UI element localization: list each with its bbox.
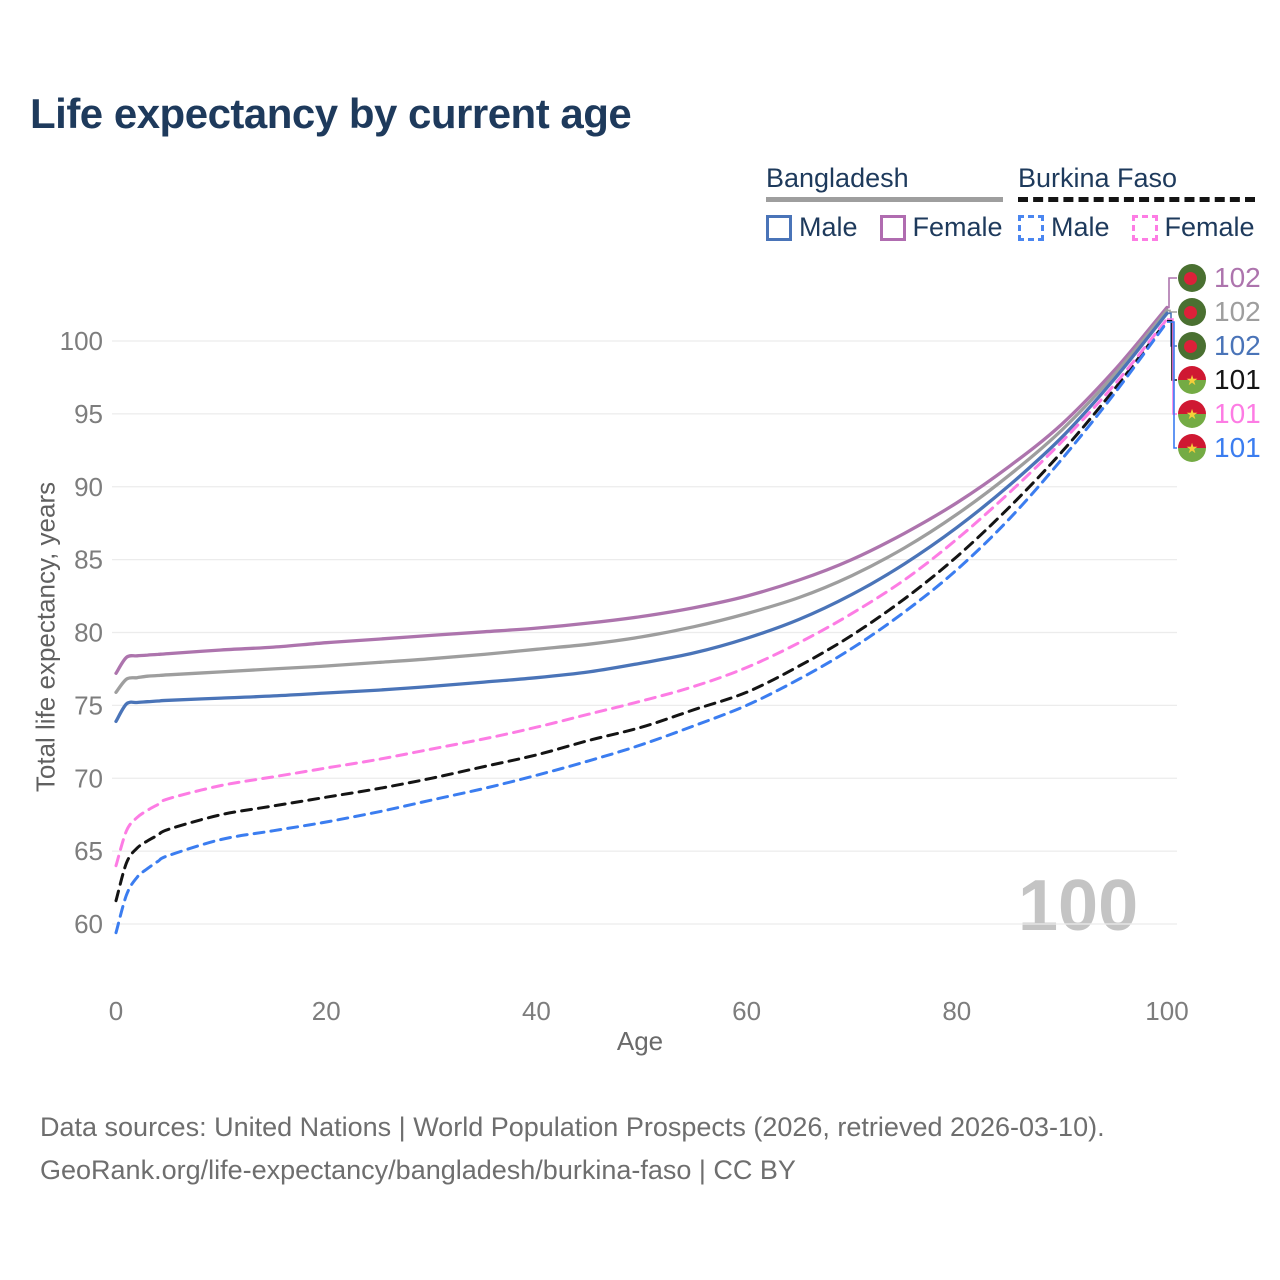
legend-header-burkina-faso-label: Burkina Faso bbox=[1018, 163, 1178, 193]
y-tick-label: 100 bbox=[60, 326, 103, 356]
bangladesh-line-swatch bbox=[766, 197, 1003, 202]
end-label-value: 101 bbox=[1214, 432, 1261, 463]
legend-header-bangladesh-label: Bangladesh bbox=[766, 163, 909, 193]
page-title: Life expectancy by current age bbox=[30, 90, 632, 137]
series-line-bangladesh-both-sexes bbox=[114, 308, 1169, 694]
y-tick-label: 90 bbox=[74, 472, 103, 502]
series-line-burkina-faso-both-sexes bbox=[114, 319, 1169, 903]
burkina-faso-female-label: Female bbox=[1164, 212, 1255, 242]
y-tick-label: 75 bbox=[74, 690, 103, 720]
series-line-bangladesh-male bbox=[114, 311, 1169, 724]
end-label-value: 101 bbox=[1214, 364, 1261, 395]
x-tick-label: 80 bbox=[942, 996, 971, 1026]
end-label-row: 101 bbox=[1178, 398, 1261, 429]
legend-header-bangladesh[interactable]: Bangladesh bbox=[766, 163, 1003, 202]
x-axis-title: Age bbox=[616, 1026, 664, 1056]
end-label-value: 102 bbox=[1214, 330, 1261, 361]
footer-data-sources: Data sources: United Nations | World Pop… bbox=[40, 1112, 1105, 1142]
bangladesh-flag-icon bbox=[1178, 298, 1206, 326]
bangladesh-flag-icon bbox=[1178, 332, 1206, 360]
end-label-leader bbox=[1167, 312, 1177, 347]
end-label-row: 101 bbox=[1178, 364, 1261, 395]
burkina-faso-male-checkbox[interactable] bbox=[1018, 214, 1044, 241]
burkina-faso-flag-icon bbox=[1178, 400, 1206, 428]
x-tick-label: 60 bbox=[732, 996, 761, 1026]
x-tick-label: 20 bbox=[312, 996, 341, 1026]
y-tick-label: 70 bbox=[74, 763, 103, 793]
y-tick-label: 80 bbox=[74, 618, 103, 648]
end-label-row: 102 bbox=[1178, 262, 1261, 293]
end-label-leader bbox=[1167, 318, 1177, 415]
end-label-leader bbox=[1167, 309, 1177, 313]
y-axis-title: Total life expectancy, years bbox=[30, 481, 61, 793]
x-tick-label: 0 bbox=[109, 996, 123, 1026]
legend-group-burkina-faso: Burkina Faso Male Female bbox=[1018, 163, 1255, 243]
bangladesh-female-label: Female bbox=[912, 212, 1003, 242]
bangladesh-male-label: Male bbox=[799, 212, 858, 242]
legend-item-burkina-faso-female[interactable]: Female bbox=[1131, 212, 1255, 243]
burkina-faso-line-swatch bbox=[1018, 197, 1255, 202]
footer-attribution-link: GeoRank.org/life-expectancy/bangladesh/b… bbox=[40, 1155, 796, 1185]
legend-item-bangladesh-male[interactable]: Male bbox=[766, 212, 858, 243]
burkina-faso-flag-icon bbox=[1178, 434, 1206, 462]
series-line-burkina-faso-female bbox=[114, 317, 1169, 868]
end-label-value: 102 bbox=[1214, 296, 1261, 327]
bangladesh-male-checkbox[interactable] bbox=[766, 214, 792, 241]
y-tick-label: 60 bbox=[74, 909, 103, 939]
y-tick-label: 85 bbox=[74, 545, 103, 575]
legend-item-burkina-faso-male[interactable]: Male bbox=[1018, 212, 1110, 243]
y-tick-label: 95 bbox=[74, 399, 103, 429]
end-label-leader bbox=[1167, 321, 1177, 449]
x-tick-label: 40 bbox=[522, 996, 551, 1026]
legend-header-burkina-faso[interactable]: Burkina Faso bbox=[1018, 163, 1255, 202]
bangladesh-female-checkbox[interactable] bbox=[879, 214, 906, 241]
end-label-value: 101 bbox=[1214, 398, 1261, 429]
burkina-faso-male-label: Male bbox=[1051, 212, 1110, 242]
end-label-row: 101 bbox=[1178, 432, 1261, 463]
bangladesh-flag-icon bbox=[1178, 264, 1206, 292]
footer: Data sources: United Nations | World Pop… bbox=[40, 1106, 1105, 1192]
end-label-leader bbox=[1167, 319, 1177, 381]
end-label-row: 102 bbox=[1178, 296, 1261, 327]
age-counter-watermark: 100 bbox=[1018, 866, 1139, 946]
end-label-leader bbox=[1167, 277, 1177, 309]
legend-group-bangladesh: Bangladesh Male Female bbox=[766, 163, 1003, 243]
end-label-value: 102 bbox=[1214, 262, 1261, 293]
series-line-burkina-faso-male bbox=[114, 320, 1169, 935]
y-tick-label: 65 bbox=[74, 836, 103, 866]
series-end-labels: 102102102101101101 bbox=[1178, 262, 1261, 468]
series-line-bangladesh-female bbox=[114, 305, 1169, 675]
x-tick-label: 100 bbox=[1145, 996, 1188, 1026]
burkina-faso-flag-icon bbox=[1178, 366, 1206, 394]
end-label-row: 102 bbox=[1178, 330, 1261, 361]
legend-item-bangladesh-female[interactable]: Female bbox=[879, 212, 1003, 243]
burkina-faso-female-checkbox[interactable] bbox=[1131, 214, 1158, 241]
